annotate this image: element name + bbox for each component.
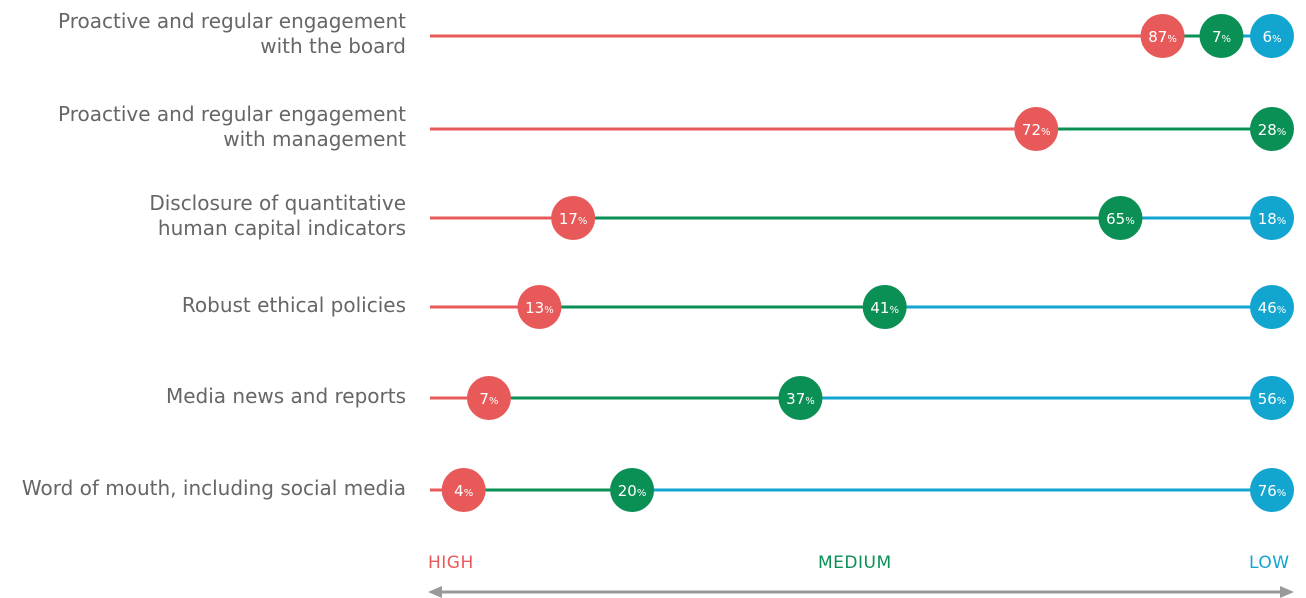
- row-label: Robust ethical policies: [181, 292, 406, 317]
- medium-dot: [778, 376, 823, 420]
- medium-dot: [862, 285, 907, 329]
- scale-label-medium: MEDIUM: [818, 553, 892, 573]
- low-value: 6%: [1262, 28, 1281, 46]
- high-value: 4%: [454, 482, 473, 500]
- high-dot: [1140, 14, 1185, 58]
- scale-label-high: HIGH: [428, 553, 474, 573]
- medium-dot: [1250, 107, 1294, 151]
- low-dot: [1250, 196, 1294, 240]
- high-dot: [441, 468, 486, 512]
- row-label: Disclosure of quantitative human capital…: [149, 191, 406, 240]
- low-dot: [1250, 285, 1294, 329]
- low-value: 18%: [1258, 210, 1287, 228]
- low-value: 56%: [1258, 390, 1287, 408]
- high-value: 87%: [1148, 28, 1177, 46]
- high-dot: [551, 196, 596, 240]
- medium-value: 7%: [1212, 28, 1231, 46]
- arrow-right-head: [1280, 586, 1294, 598]
- medium-value: 28%: [1258, 121, 1287, 139]
- arrow-left-head: [428, 586, 442, 598]
- medium-dot: [1098, 196, 1143, 240]
- medium-value: 37%: [786, 390, 815, 408]
- medium-value: 65%: [1106, 210, 1135, 228]
- scale-label-low: LOW: [1249, 553, 1290, 573]
- high-value: 72%: [1022, 121, 1051, 139]
- high-value: 13%: [525, 299, 554, 317]
- high-value: 7%: [479, 390, 498, 408]
- low-dot: [1250, 468, 1294, 512]
- low-value: 46%: [1258, 299, 1287, 317]
- low-dot: [1250, 14, 1294, 58]
- medium-value: 41%: [870, 299, 899, 317]
- low-dot: [1250, 376, 1294, 420]
- row-label: Word of mouth, including social media: [21, 475, 406, 500]
- high-dot: [517, 285, 562, 329]
- high-value: 17%: [559, 210, 588, 228]
- row-label: Proactive and regular engagement with ma…: [58, 102, 406, 151]
- row-label: Media news and reports: [165, 383, 406, 408]
- low-value: 76%: [1258, 482, 1287, 500]
- row-label: Proactive and regular engagement with th…: [58, 9, 406, 58]
- high-dot: [1014, 107, 1059, 151]
- medium-dot: [1199, 14, 1244, 58]
- medium-value: 20%: [618, 482, 647, 500]
- high-dot: [466, 376, 511, 420]
- medium-dot: [610, 468, 655, 512]
